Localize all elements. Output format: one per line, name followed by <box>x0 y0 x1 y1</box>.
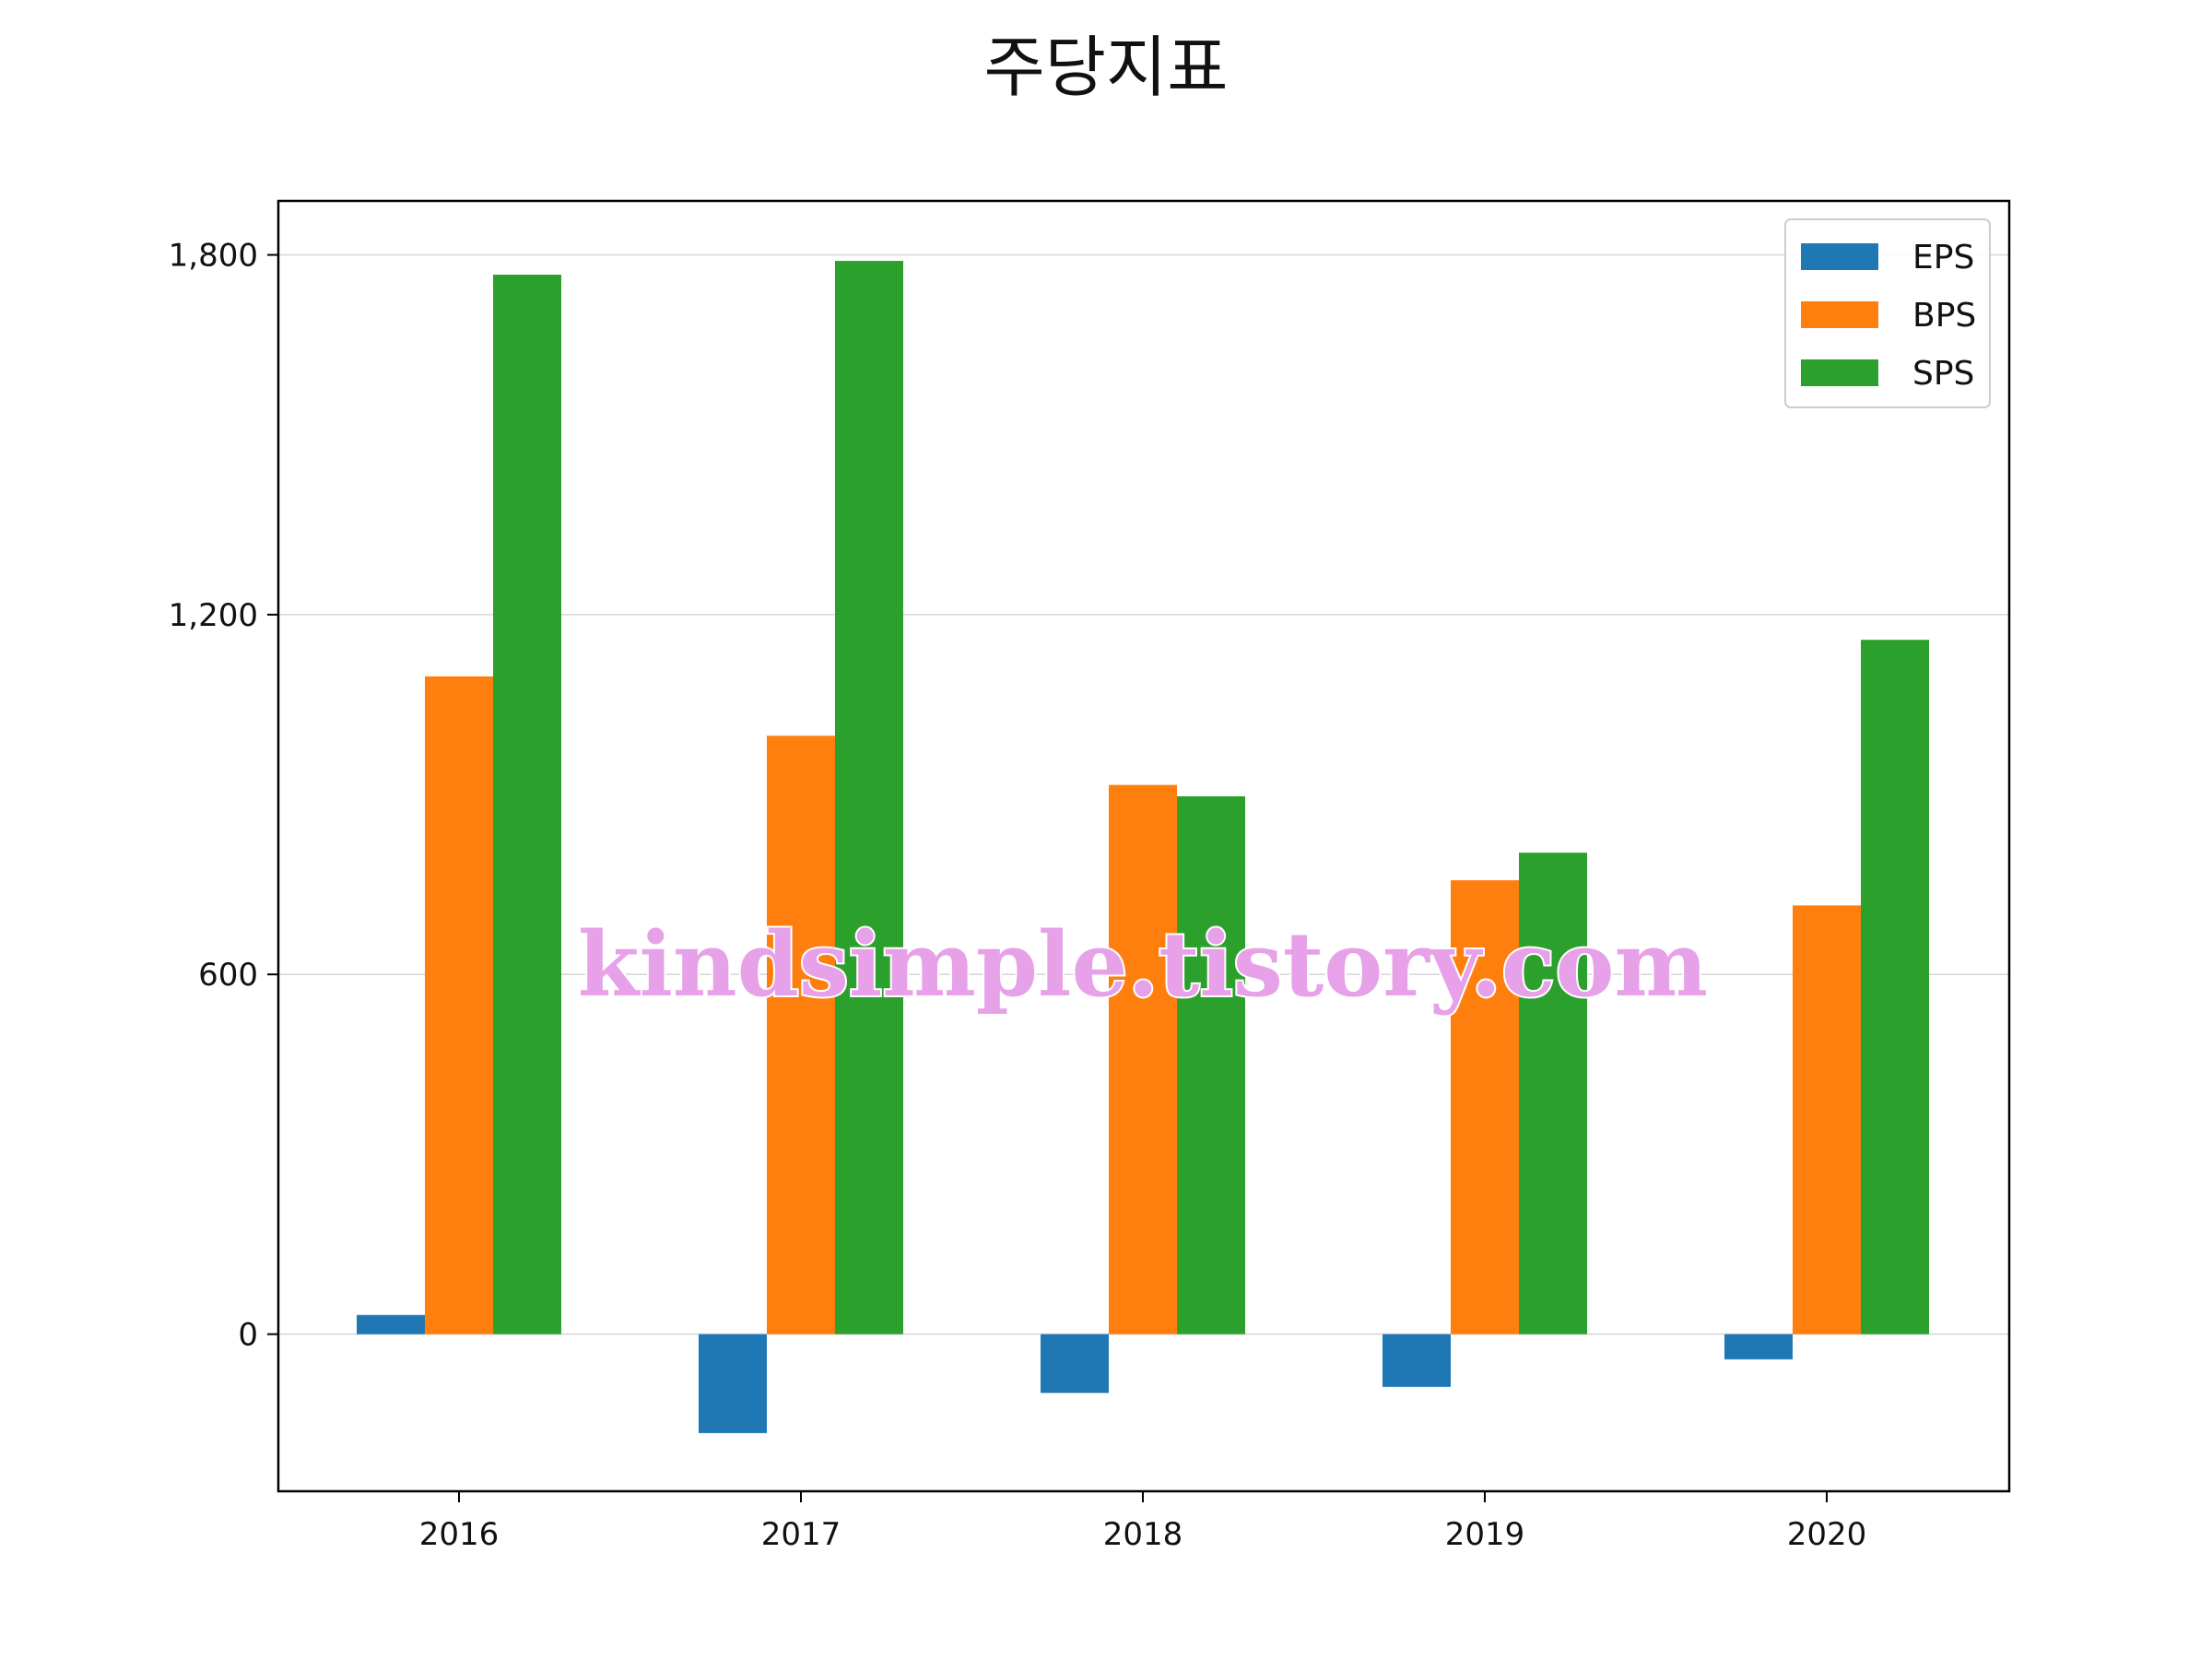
bar-sps-2019 <box>1519 853 1587 1335</box>
y-tick-label: 1,200 <box>169 597 258 634</box>
y-tick-label: 0 <box>238 1317 258 1354</box>
watermark: kindsimple.tistory.com <box>578 912 1708 1017</box>
plot-frame <box>276 199 2011 1493</box>
bar-bps-2016 <box>425 676 493 1335</box>
x-axis-ticks: 2016 2017 2018 2019 2020 <box>419 1491 1867 1553</box>
bar-bps-2019 <box>1451 880 1519 1335</box>
legend-swatch-eps <box>1801 243 1878 270</box>
x-tick-label: 2018 <box>1103 1516 1183 1553</box>
bar-sps-2020 <box>1861 640 1929 1335</box>
x-tick-label: 2017 <box>761 1516 841 1553</box>
bars <box>357 261 1929 1433</box>
bar-eps-2017 <box>699 1334 767 1433</box>
legend-swatch-sps <box>1801 359 1878 386</box>
bar-sps-2017 <box>835 261 903 1335</box>
bar-bps-2020 <box>1793 905 1861 1335</box>
bar-sps-2016 <box>493 275 561 1335</box>
bar-eps-2018 <box>1041 1334 1109 1394</box>
x-tick-label: 2019 <box>1445 1516 1525 1553</box>
legend-label-eps: EPS <box>1912 239 1974 276</box>
x-tick-label: 2020 <box>1787 1516 1867 1553</box>
legend: EPS BPS SPS <box>1784 218 1991 408</box>
x-tick-label: 2016 <box>419 1516 500 1553</box>
bar-eps-2016 <box>357 1314 425 1335</box>
chart-title: 주당지표 <box>984 29 1229 106</box>
legend-swatch-bps <box>1801 301 1878 328</box>
y-tick-label: 600 <box>198 957 258 994</box>
legend-label-sps: SPS <box>1912 355 1974 393</box>
legend-label-bps: BPS <box>1912 297 1976 335</box>
bar-eps-2020 <box>1724 1334 1793 1359</box>
bar-bps-2017 <box>767 735 835 1335</box>
bar-eps-2019 <box>1382 1334 1451 1387</box>
bar-bps-2018 <box>1109 784 1177 1335</box>
bar-sps-2018 <box>1177 796 1245 1335</box>
y-tick-label: 1,800 <box>169 238 258 275</box>
y-axis-ticks: 0 600 1,200 1,800 <box>169 238 278 1354</box>
